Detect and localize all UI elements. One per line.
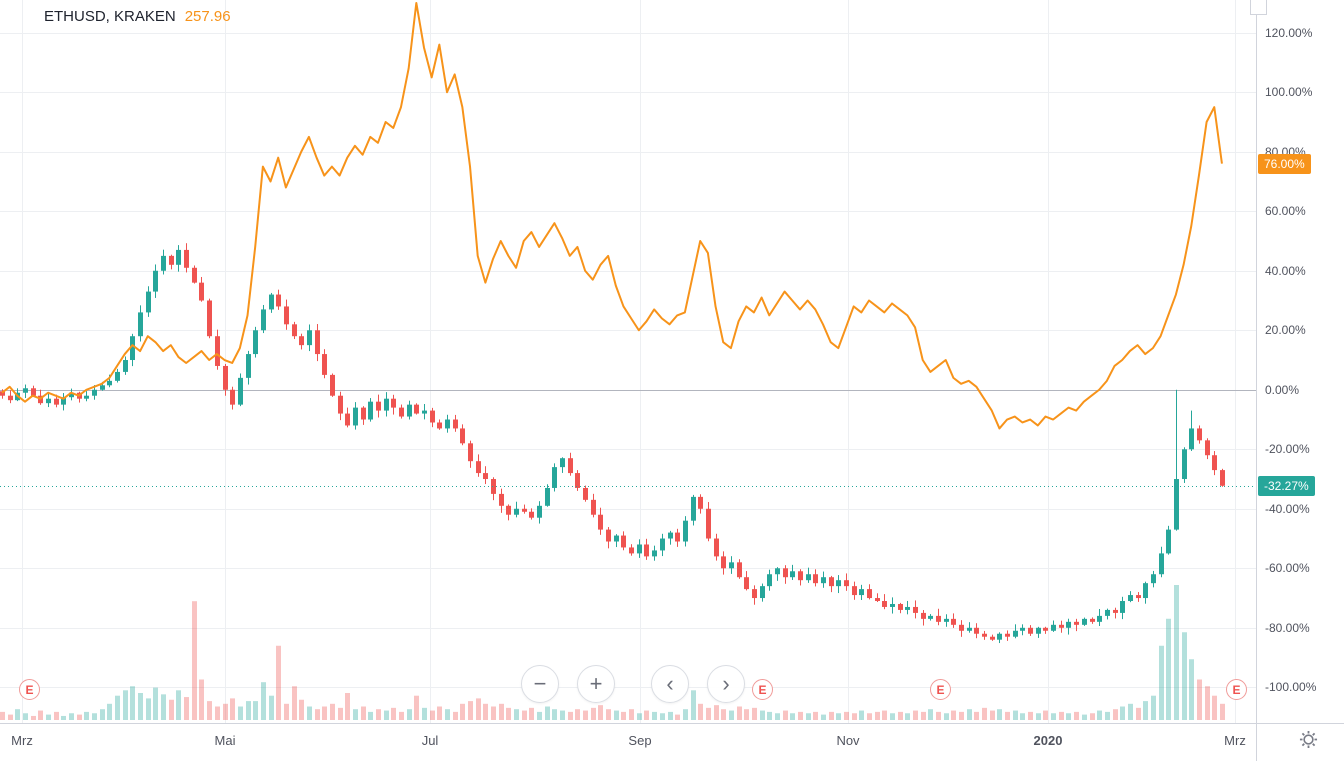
plus-icon: + <box>589 671 603 696</box>
minus-icon: − <box>533 671 547 696</box>
symbol-legend: ETHUSD, KRAKEN 257.96 <box>44 8 231 25</box>
price-tick-label: 120.00% <box>1265 25 1313 40</box>
price-tick-label: -40.00% <box>1265 501 1310 516</box>
chevron-left-icon: ‹ <box>666 671 674 696</box>
zoom-in-button[interactable]: + <box>577 665 615 703</box>
time-tick-label: 2020 <box>1033 733 1063 748</box>
gear-icon <box>1299 730 1317 748</box>
price-tick-label: -60.00% <box>1265 561 1310 576</box>
earnings-marker[interactable]: E <box>930 679 951 700</box>
symbol-title[interactable]: ETHUSD, KRAKEN <box>44 8 176 25</box>
time-tick-label: Mai <box>214 733 236 748</box>
price-tick-label: 100.00% <box>1265 85 1313 100</box>
price-tick-label: 60.00% <box>1265 204 1306 219</box>
scroll-left-button[interactable]: ‹ <box>651 665 689 703</box>
time-tick-label: Sep <box>628 733 652 748</box>
price-tick-label: 40.00% <box>1265 263 1306 278</box>
main-last-value-label: -32.27% <box>1258 475 1315 496</box>
earnings-marker[interactable]: E <box>1226 679 1247 700</box>
compare-last-value-label: 76.00% <box>1258 153 1311 174</box>
time-tick-label: Mrz <box>11 733 33 748</box>
chevron-right-icon: › <box>722 671 730 696</box>
time-tick-label: Mrz <box>1224 733 1246 748</box>
price-axis[interactable]: 120.00% 100.00% 80.00% 60.00% 40.00% 20.00% 0.… <box>1256 0 1344 723</box>
time-axis-settings-button[interactable] <box>1296 727 1320 751</box>
price-tick-label: -100.00% <box>1265 680 1317 695</box>
price-tick-label: -80.00% <box>1265 620 1310 635</box>
time-tick-label: Jul <box>421 733 439 748</box>
axis-separator <box>1256 724 1257 761</box>
zoom-out-button[interactable]: − <box>521 665 559 703</box>
price-tick-label: -20.00% <box>1265 442 1310 457</box>
time-axis[interactable]: Mrz Mai Jul Sep Nov 2020 Mrz <box>0 723 1344 761</box>
last-price: 257.96 <box>184 8 231 25</box>
price-tick-label: 0.00% <box>1265 382 1300 397</box>
time-tick-label: Nov <box>836 733 860 748</box>
earnings-marker[interactable]: E <box>752 679 773 700</box>
earnings-marker[interactable]: E <box>19 679 40 700</box>
axis-corner-box <box>1250 0 1267 15</box>
scroll-right-button[interactable]: › <box>707 665 745 703</box>
price-tick-label: 20.00% <box>1265 323 1306 338</box>
